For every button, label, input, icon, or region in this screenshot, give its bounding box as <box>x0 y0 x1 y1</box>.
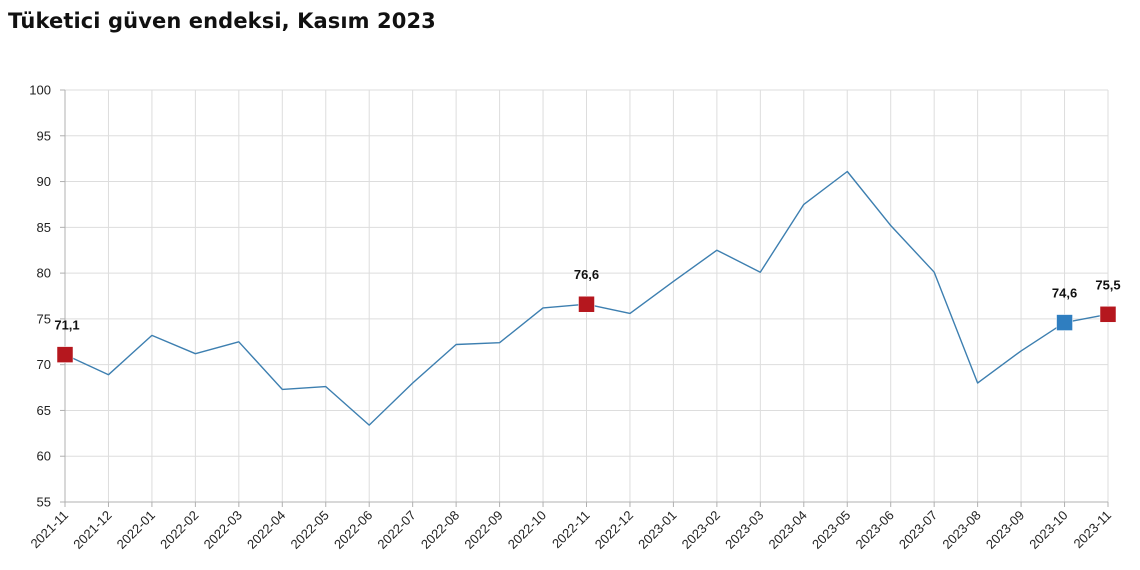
axes <box>60 89 1109 507</box>
y-tick-label: 100 <box>29 83 51 98</box>
x-tick-label: 2022-10 <box>505 508 549 552</box>
x-tick-label: 2022-07 <box>374 508 418 552</box>
x-tick-label: 2023-02 <box>679 508 723 552</box>
x-tick-label: 2022-04 <box>244 508 288 552</box>
x-tick-label: 2023-03 <box>722 508 766 552</box>
y-tick-label: 90 <box>37 174 51 189</box>
x-tick-label: 2022-02 <box>157 508 201 552</box>
y-tick-label: 75 <box>37 311 51 326</box>
x-tick-label: 2021-11 <box>27 508 71 552</box>
x-tick-label: 2023-08 <box>939 508 983 552</box>
data-point-marker <box>578 295 595 313</box>
y-tick-label: 80 <box>37 266 51 281</box>
highlight-markers <box>56 295 1117 363</box>
x-tick-label: 2023-10 <box>1026 508 1070 552</box>
data-point-marker <box>56 346 74 363</box>
y-tick-label: 55 <box>37 495 51 510</box>
x-tick-label: 2023-04 <box>766 508 810 552</box>
x-tick-label: 2023-11 <box>1070 508 1114 552</box>
x-tick-label: 2022-08 <box>418 508 462 552</box>
data-label: 75,5 <box>1095 277 1120 292</box>
data-point-marker <box>1099 306 1117 323</box>
x-tick-label: 2022-09 <box>461 508 505 552</box>
y-tick-label: 70 <box>37 357 51 372</box>
x-tick-label: 2022-06 <box>331 508 375 552</box>
x-tick-label: 2022-03 <box>201 508 245 552</box>
data-labels: 71,1 76,6 74,6 75,5 <box>54 267 1120 332</box>
x-tick-label: 2023-06 <box>852 508 896 552</box>
data-label: 74,6 <box>1052 286 1077 301</box>
x-tick-label: 2022-05 <box>288 508 332 552</box>
data-label: 71,1 <box>54 318 79 333</box>
data-label: 76,6 <box>574 267 599 282</box>
y-tick-label: 60 <box>37 449 51 464</box>
chart-title: Tüketici güven endeksi, Kasım 2023 <box>8 9 436 33</box>
y-tick-label: 85 <box>37 220 51 235</box>
x-tick-label: 2021-12 <box>70 508 114 552</box>
y-tick-label: 65 <box>37 403 51 418</box>
x-tick-label: 2023-09 <box>983 508 1027 552</box>
y-tick-label: 95 <box>37 128 51 143</box>
x-tick-label: 2023-01 <box>635 508 679 552</box>
x-tick-label: 2023-07 <box>896 508 940 552</box>
x-axis-ticks: 2021-11 2021-12 2022-01 2022-02 2022-03 2022-… <box>27 508 1114 552</box>
x-tick-label: 2022-12 <box>592 508 636 552</box>
y-axis-ticks: 55 60 65 70 75 80 85 90 95 100 <box>29 83 51 510</box>
grid <box>65 89 1109 502</box>
x-tick-label: 2022-11 <box>549 508 593 552</box>
data-point-marker <box>1056 314 1073 331</box>
x-tick-label: 2022-01 <box>114 508 158 552</box>
x-tick-label: 2023-05 <box>809 508 853 552</box>
